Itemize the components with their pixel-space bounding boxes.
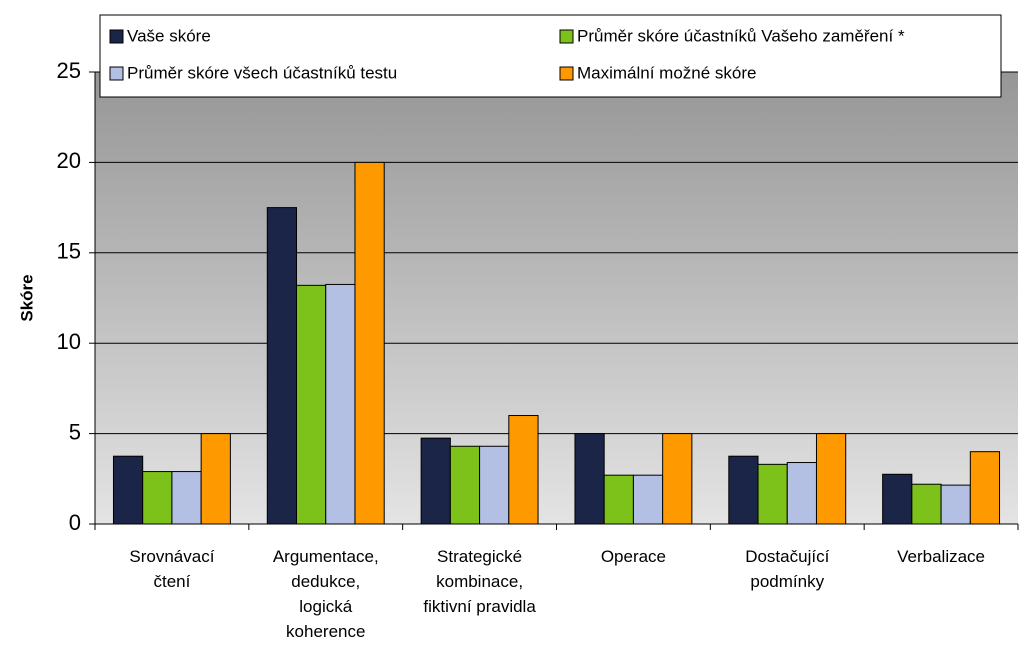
x-tick-label: fiktivní pravidla xyxy=(423,597,536,616)
x-tick-label: dedukce, xyxy=(291,572,360,591)
plot-area xyxy=(95,72,1018,524)
bar xyxy=(786,462,817,525)
bar xyxy=(354,161,385,525)
legend-label: Průměr skóre všech účastníků testu xyxy=(127,63,397,82)
bar xyxy=(479,445,510,525)
legend-swatch xyxy=(559,29,574,44)
bar xyxy=(940,484,971,525)
bar xyxy=(508,415,539,525)
bar xyxy=(662,433,693,525)
x-tick-label: Argumentace, xyxy=(273,547,379,566)
bar xyxy=(911,483,942,525)
x-tick-label: Operace xyxy=(601,547,666,566)
y-tick-label: 20 xyxy=(57,148,81,173)
bar xyxy=(200,433,231,525)
bar xyxy=(757,463,788,525)
bar xyxy=(266,207,298,525)
y-tick-label: 10 xyxy=(57,329,81,354)
bar xyxy=(142,471,173,525)
legend-label: Vaše skóre xyxy=(127,26,211,45)
bar xyxy=(171,471,202,525)
y-axis-label: Skóre xyxy=(17,274,36,321)
x-tick-label: kombinace, xyxy=(436,572,523,591)
y-tick-label: 25 xyxy=(57,58,81,83)
legend-swatch xyxy=(559,66,574,81)
x-tick-label: čtení xyxy=(153,572,190,591)
bar xyxy=(420,437,451,525)
bar xyxy=(815,433,847,525)
bar xyxy=(882,473,913,525)
legend-label: Průměr skóre účastníků Vašeho zaměření * xyxy=(577,26,905,45)
x-tick-label: Strategické xyxy=(437,547,522,566)
bar xyxy=(728,455,759,525)
bar xyxy=(449,445,481,525)
legend-swatch xyxy=(109,29,124,44)
bar xyxy=(112,455,144,525)
x-tick-label: podmínky xyxy=(750,572,824,591)
x-tick-label: Srovnávací xyxy=(129,547,214,566)
y-tick-label: 5 xyxy=(69,419,81,444)
x-tick-label: koherence xyxy=(286,622,365,641)
bar xyxy=(574,433,605,525)
x-tick-label: logická xyxy=(299,597,352,616)
bar xyxy=(632,474,664,525)
bar xyxy=(969,451,1001,525)
legend xyxy=(99,14,1002,98)
bar xyxy=(325,283,356,525)
x-tick-label: Verbalizace xyxy=(897,547,985,566)
bar xyxy=(603,474,634,525)
y-tick-label: 0 xyxy=(69,510,81,535)
legend-label: Maximální možné skóre xyxy=(577,63,757,82)
x-tick-label: Dostačující xyxy=(745,547,829,566)
legend-swatch xyxy=(109,66,124,81)
bar xyxy=(296,284,327,525)
y-tick-label: 15 xyxy=(57,239,81,264)
